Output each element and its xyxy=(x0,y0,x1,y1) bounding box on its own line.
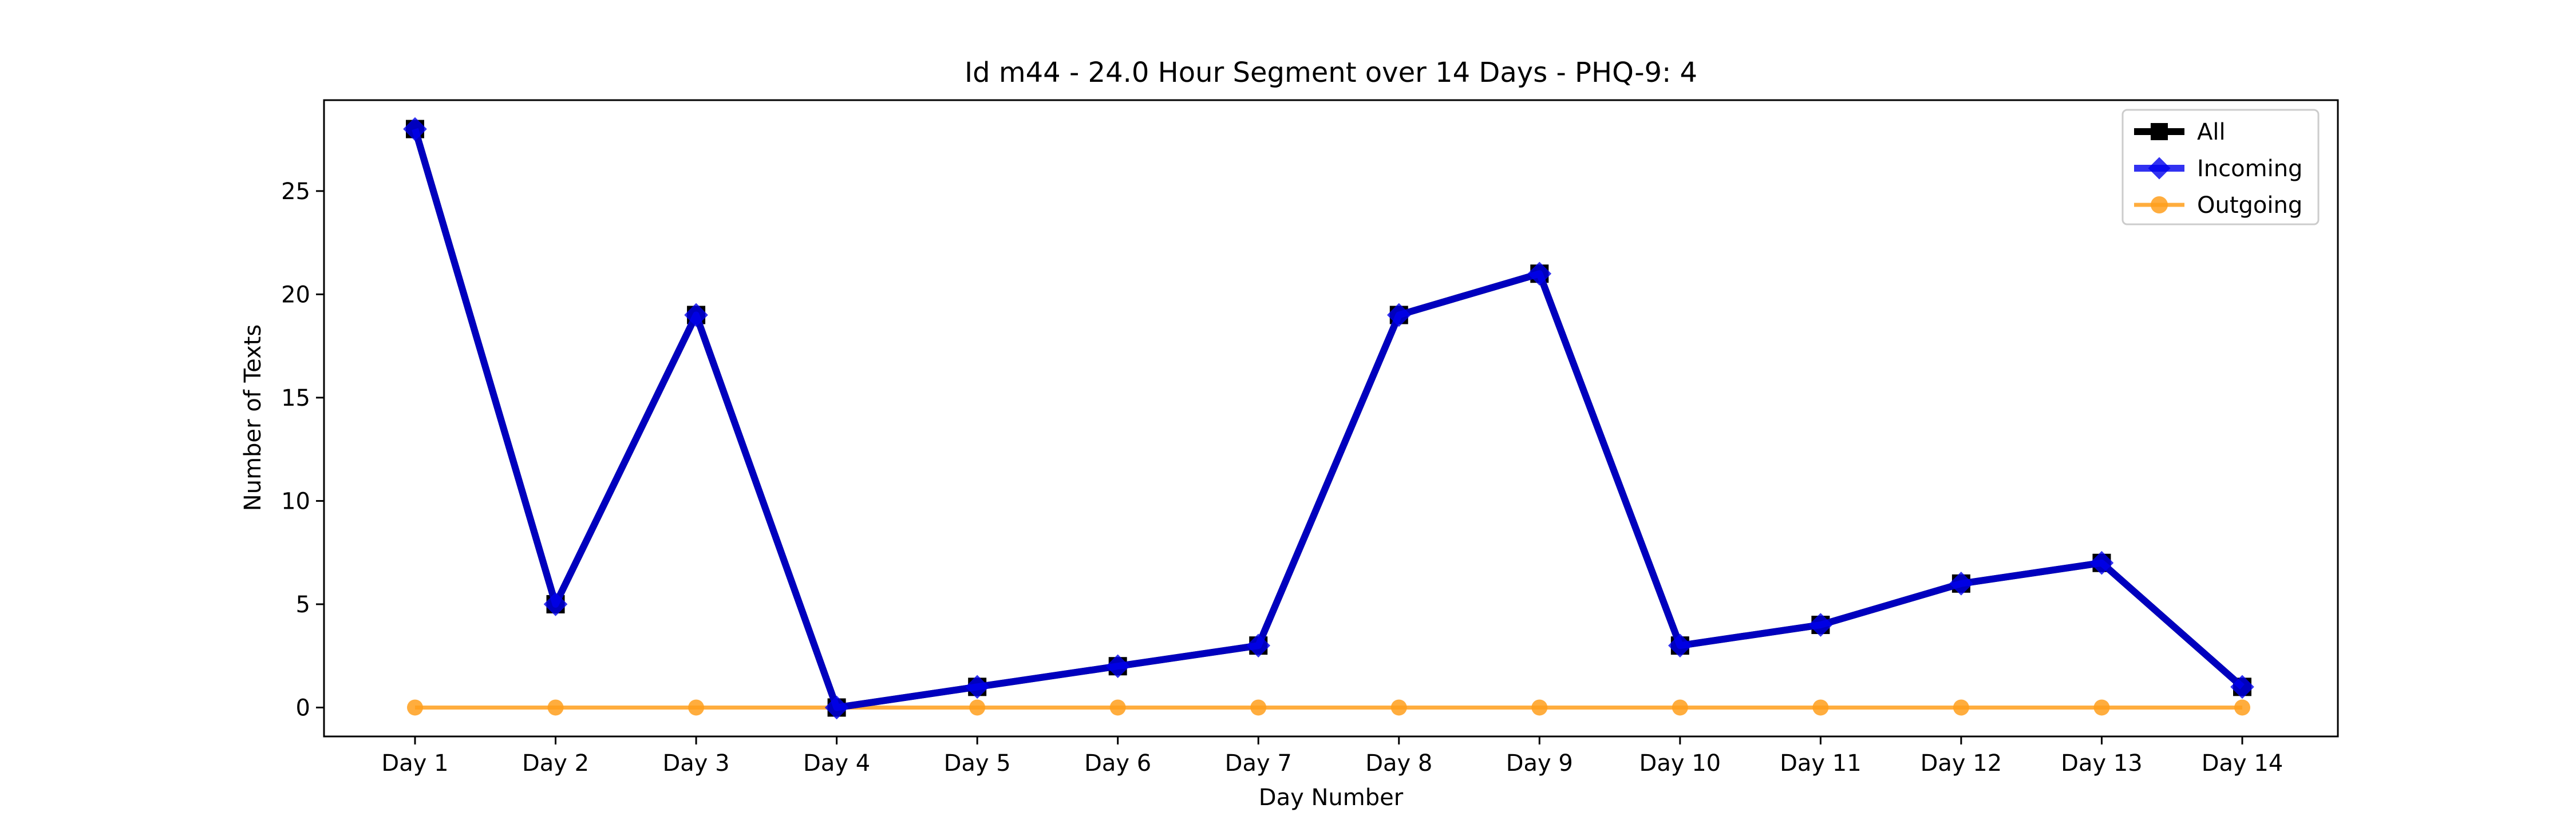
data-point-outgoing xyxy=(2234,699,2250,716)
y-tick-label: 5 xyxy=(296,592,310,618)
data-point-incoming xyxy=(543,592,568,616)
x-tick-label: Day 3 xyxy=(662,750,729,777)
y-axis-label: Number of Texts xyxy=(240,324,266,511)
x-axis-label: Day Number xyxy=(1259,785,1404,811)
data-point-incoming xyxy=(1808,613,1833,637)
legend-box xyxy=(2121,109,2320,225)
x-tick-label: Day 10 xyxy=(1639,750,1721,777)
y-tick-label: 0 xyxy=(296,695,310,721)
y-tick-label: 20 xyxy=(281,282,310,308)
data-point-outgoing xyxy=(1531,699,1548,716)
x-tick-label: Day 4 xyxy=(803,750,870,777)
y-tick-label: 25 xyxy=(281,179,310,205)
x-tick-label: Day 6 xyxy=(1084,750,1151,777)
plot-area xyxy=(403,117,2254,720)
data-point-incoming xyxy=(2089,550,2114,575)
legend: All Incoming Outgoing xyxy=(2121,109,2320,225)
data-point-incoming xyxy=(965,675,989,699)
x-tick-label: Day 11 xyxy=(1780,750,1862,777)
plot-frame xyxy=(323,99,2339,738)
x-tick-label: Day 2 xyxy=(522,750,589,777)
x-tick-label: Day 7 xyxy=(1225,750,1292,777)
legend-marker-all xyxy=(2151,123,2168,140)
legend-item-outgoing: Outgoing xyxy=(2134,192,2302,219)
data-point-incoming xyxy=(1668,633,1692,657)
data-point-incoming xyxy=(1105,654,1130,679)
data-point-incoming xyxy=(684,303,708,327)
legend-marker-incoming xyxy=(2148,157,2171,180)
legend-item-all: All xyxy=(2134,119,2226,145)
data-point-outgoing xyxy=(1250,699,1267,716)
x-tick-label: Day 8 xyxy=(1365,750,1432,777)
data-point-outgoing xyxy=(688,699,705,716)
data-point-outgoing xyxy=(2093,699,2110,716)
data-point-incoming xyxy=(824,695,849,720)
x-tick-label: Day 14 xyxy=(2202,750,2283,777)
series-outgoing xyxy=(407,699,2250,716)
data-point-incoming xyxy=(1527,262,1552,286)
series-incoming xyxy=(403,117,2254,720)
series-all xyxy=(406,120,2251,717)
axes: 0 5 10 15 20 25 Day 1 Day 2 Day 3 Day 4 Day 5 Day 6… xyxy=(281,99,2339,777)
legend-label-incoming: Incoming xyxy=(2197,156,2302,182)
data-point-incoming xyxy=(1246,633,1271,657)
data-point-incoming xyxy=(2230,675,2254,699)
series-line-incoming xyxy=(412,128,2245,711)
data-point-outgoing xyxy=(407,699,423,716)
x-tick-label: Day 9 xyxy=(1506,750,1573,777)
chart-title: Id m44 - 24.0 Hour Segment over 14 Days … xyxy=(965,57,1697,89)
legend-label-all: All xyxy=(2197,119,2226,145)
data-point-incoming xyxy=(1949,572,1973,596)
data-point-incoming xyxy=(403,117,427,141)
data-point-outgoing xyxy=(1109,699,1126,716)
data-point-outgoing xyxy=(547,699,564,716)
legend-item-incoming: Incoming xyxy=(2134,156,2302,182)
legend-label-outgoing: Outgoing xyxy=(2197,192,2302,219)
x-tick-label: Day 5 xyxy=(944,750,1011,777)
y-tick-label: 10 xyxy=(281,488,310,514)
x-tick-label: Day 13 xyxy=(2061,750,2143,777)
data-point-incoming xyxy=(1386,303,1411,327)
legend-marker-outgoing xyxy=(2151,196,2168,213)
data-point-outgoing xyxy=(1953,699,1969,716)
data-point-outgoing xyxy=(1390,699,1407,716)
data-point-outgoing xyxy=(1812,699,1829,716)
x-tick-label: Day 1 xyxy=(381,750,448,777)
x-tick-label: Day 12 xyxy=(1921,750,2002,777)
y-tick-label: 15 xyxy=(281,385,310,411)
series-line-all xyxy=(412,128,2245,711)
data-point-outgoing xyxy=(969,699,986,716)
data-point-outgoing xyxy=(1672,699,1688,716)
